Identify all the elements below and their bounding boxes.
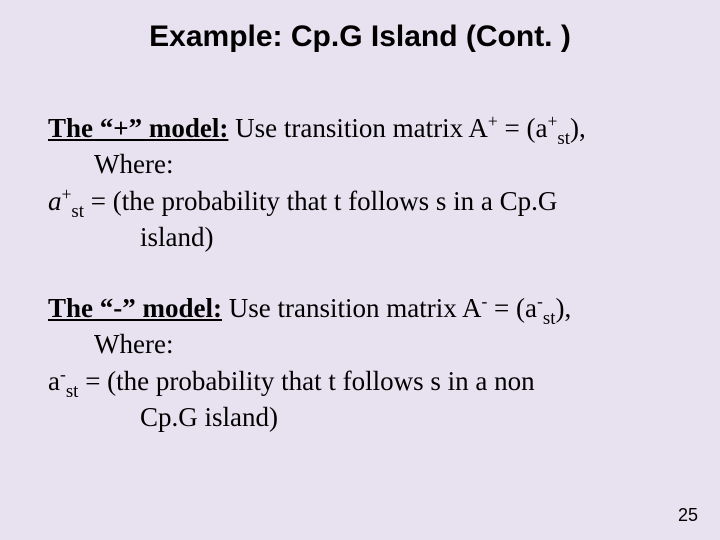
sup-plus-1: + (488, 111, 498, 131)
minus-model-text-1: Use transition matrix A (222, 293, 481, 323)
minus-model-text-3: ), (555, 293, 571, 323)
minus-def-text-a: = (the probability that t follows s in a… (78, 366, 534, 396)
sub-st-1: st (557, 128, 570, 149)
minus-def-symbol: a (48, 366, 60, 396)
plus-model-text-3: ), (570, 113, 586, 143)
plus-def-text-a: = (the probability that t follows s in a… (84, 186, 557, 216)
minus-def-sup: - (60, 364, 66, 384)
plus-def-sub: st (71, 201, 84, 222)
plus-model-paragraph: The “+” model: Use transition matrix A+ … (48, 110, 672, 256)
plus-model-heading: The “+” model: (48, 113, 228, 143)
minus-model-text-2: = (a (487, 293, 537, 323)
slide-title: Example: Cp.G Island (Cont. ) (0, 20, 720, 54)
minus-model-def-line-b: Cp.G island) (48, 399, 672, 435)
minus-model-line1: The “-” model: Use transition matrix A- … (48, 290, 672, 326)
sup-plus-2: + (547, 111, 557, 131)
slide: Example: Cp.G Island (Cont. ) The “+” mo… (0, 0, 720, 540)
plus-model-line1: The “+” model: Use transition matrix A+ … (48, 110, 672, 146)
minus-def-sub: st (66, 381, 79, 402)
minus-model-heading: The “-” model: (48, 293, 222, 323)
plus-model-def-line-b: island) (48, 219, 672, 255)
plus-model-def-line-a: a+st = (the probability that t follows s… (48, 183, 672, 219)
plus-model-text-2: = (a (498, 113, 548, 143)
sub-st-2: st (543, 308, 556, 329)
minus-model-paragraph: The “-” model: Use transition matrix A- … (48, 290, 672, 436)
plus-def-symbol: a (48, 186, 62, 216)
minus-model-where: Where: (48, 326, 672, 362)
plus-def-sup: + (62, 184, 72, 204)
page-number: 25 (678, 505, 698, 526)
plus-model-where: Where: (48, 146, 672, 182)
slide-body: The “+” model: Use transition matrix A+ … (48, 110, 672, 470)
plus-model-text-1: Use transition matrix A (228, 113, 487, 143)
minus-model-def-line-a: a-st = (the probability that t follows s… (48, 363, 672, 399)
sup-minus-2: - (537, 291, 543, 311)
